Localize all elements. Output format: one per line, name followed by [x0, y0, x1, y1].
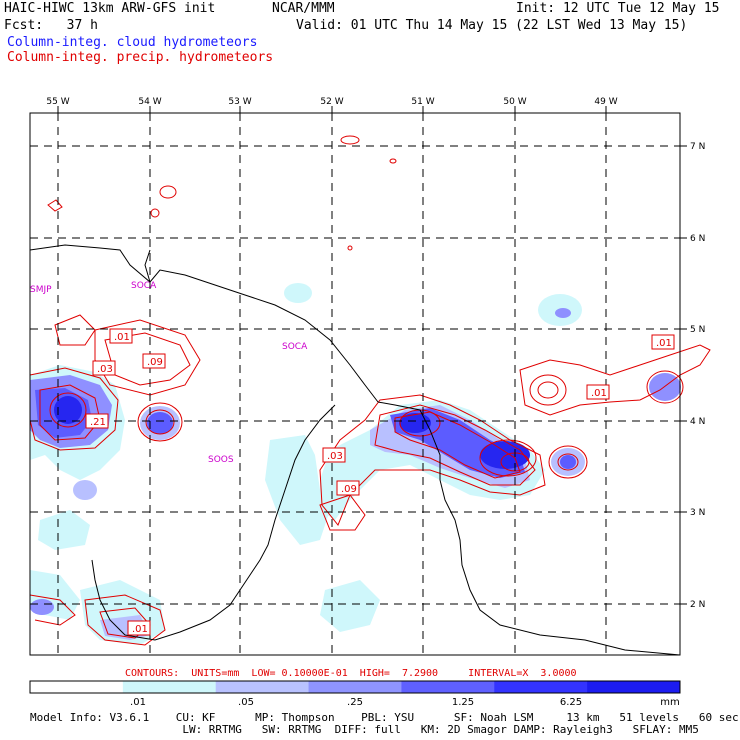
colorbar-unit: mm	[660, 697, 679, 708]
cloud-legend-label: Column-integ. cloud hydrometeors	[7, 35, 258, 50]
station-label: SOCA	[282, 342, 308, 352]
lat-label: 3 N	[690, 508, 705, 518]
lon-label: 53 W	[228, 97, 251, 107]
contour-info: CONTOURS: UNITS=mm LOW= 0.10000E-01 HIGH…	[125, 668, 577, 679]
contour-label: .01	[656, 338, 672, 349]
lat-label: 7 N	[690, 142, 705, 152]
contour-label: .03	[327, 451, 343, 462]
lat-label: 5 N	[690, 325, 705, 335]
lon-label: 50 W	[503, 97, 526, 107]
contour-label: .21	[90, 417, 106, 428]
colorbar-swatch	[30, 681, 124, 693]
colorbar-tick: 1.25	[452, 697, 474, 708]
station-label: SOOS	[208, 455, 234, 465]
colorbar-swatch	[215, 681, 310, 693]
map-frame	[29, 112, 681, 656]
contour-label: .09	[341, 484, 357, 495]
forecast-hour: Fcst: 37 h	[4, 18, 98, 33]
colorbar-tick: .05	[238, 697, 254, 708]
contour-label: .01	[591, 388, 607, 399]
contour-label: .03	[97, 364, 113, 375]
lon-label: 55 W	[46, 97, 69, 107]
init-time: Init: 12 UTC Tue 12 May 15	[516, 1, 720, 16]
colorbar	[30, 681, 681, 693]
colorbar-tick: .25	[347, 697, 363, 708]
colorbar-swatch	[401, 681, 495, 693]
station-label: SMJP	[30, 285, 52, 295]
lat-label: 4 N	[690, 417, 705, 427]
valid-time: Valid: 01 UTC Thu 14 May 15 (22 LST Wed …	[296, 18, 688, 33]
frame-ticks	[57, 106, 687, 605]
contour-label: .01	[132, 624, 148, 635]
lon-label: 51 W	[411, 97, 434, 107]
colorbar-swatch	[122, 681, 217, 693]
colorbar-tick: .01	[130, 697, 146, 708]
model-info-line2: LW: RRTMG SW: RRTMG DIFF: full KM: 2D Sm…	[30, 723, 699, 736]
precip-legend-label: Column-integ. precip. hydrometeors	[7, 50, 274, 65]
lon-label: 52 W	[320, 97, 343, 107]
colorbar-tick: 6.25	[560, 697, 582, 708]
cloud-shading	[30, 283, 681, 645]
model-info-line1: Model Info: V3.6.1 CU: KF MP: Thompson P…	[30, 711, 739, 724]
institution-label: NCAR/MMM	[272, 1, 335, 16]
contour-value-labels: .01 .09 .03 .21 .03 .09 .01 .01 .01	[85, 328, 675, 636]
colorbar-frame	[29, 680, 681, 694]
lon-label: 54 W	[138, 97, 161, 107]
station-label: SOCA	[131, 281, 157, 291]
contour-label: .09	[147, 357, 163, 368]
contour-label: .01	[114, 332, 130, 343]
lat-label: 6 N	[690, 234, 705, 244]
product-title: HAIC-HIWC 13km ARW-GFS init	[4, 1, 216, 16]
colorbar-swatch	[587, 681, 681, 693]
lat-label: 2 N	[690, 600, 705, 610]
precip-contours	[29, 135, 711, 646]
lat-lon-grid	[30, 113, 680, 655]
colorbar-swatch	[308, 681, 402, 693]
colorbar-swatch	[494, 681, 588, 693]
lon-label: 49 W	[594, 97, 617, 107]
